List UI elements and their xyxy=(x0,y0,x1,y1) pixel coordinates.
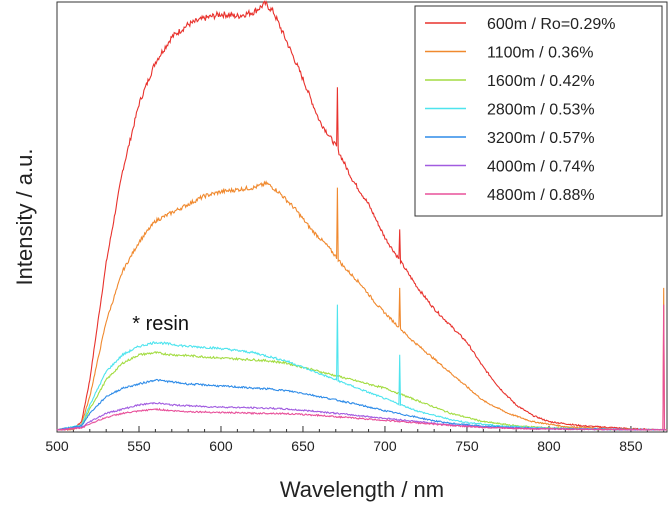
legend-label: 3200m / 0.57% xyxy=(487,130,595,147)
y-axis-title: Intensity / a.u. xyxy=(12,149,37,286)
x-tick-label: 750 xyxy=(455,438,479,454)
legend: 600m / Ro=0.29% 1100m / 0.36% 1600m / 0.42… xyxy=(415,6,662,216)
x-tick-label: 850 xyxy=(619,438,643,454)
x-tick-label: 650 xyxy=(291,438,315,454)
resin-annotation: * resin xyxy=(132,313,189,335)
x-tick-label: 800 xyxy=(537,438,561,454)
series-line-5 xyxy=(57,379,667,430)
legend-label: 4000m / 0.74% xyxy=(487,159,595,176)
legend-label: 4800m / 0.88% xyxy=(487,187,595,204)
legend-label: 1100m / 0.36% xyxy=(487,45,593,62)
series-line-6 xyxy=(57,403,667,430)
x-axis-title: Wavelength / nm xyxy=(280,477,444,502)
x-tick-label: 500 xyxy=(45,438,69,454)
legend-label: 1600m / 0.42% xyxy=(487,73,595,90)
x-tick-label: 550 xyxy=(127,438,151,454)
series-line-2 xyxy=(57,182,667,430)
x-tick-label: 600 xyxy=(209,438,233,454)
legend-label: 2800m / 0.53% xyxy=(487,102,595,119)
legend-label: 600m / Ro=0.29% xyxy=(487,16,616,33)
x-axis: 500 550 600 650 700 750 800 850 xyxy=(45,426,663,454)
x-tick-label: 700 xyxy=(373,438,397,454)
